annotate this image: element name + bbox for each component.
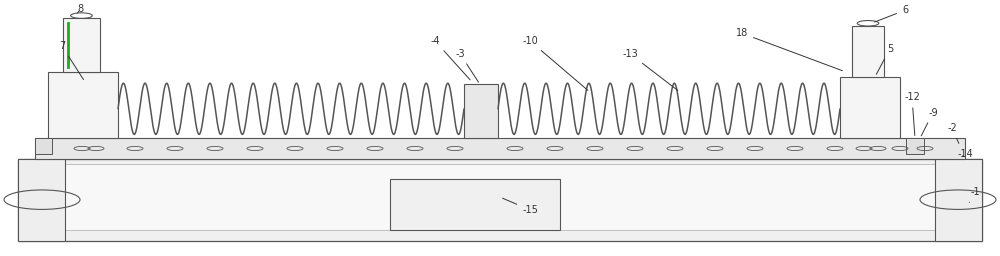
Text: -12: -12 [904,92,920,135]
Bar [464,84,498,138]
Text: -2: -2 [947,123,959,143]
Bar [18,159,982,241]
Text: -9: -9 [921,108,938,136]
Text: -4: -4 [430,36,470,80]
Bar [935,159,982,241]
Bar [906,138,924,154]
Bar [63,18,100,72]
Bar [35,138,52,154]
Text: -14: -14 [957,148,973,159]
Text: 5: 5 [876,44,893,74]
Bar [18,159,65,241]
Bar [48,72,118,138]
Text: -1: -1 [969,187,980,202]
Text: 6: 6 [875,5,908,22]
Bar [21,164,979,230]
Bar [35,138,965,159]
Text: -15: -15 [503,198,538,215]
Bar [840,77,900,138]
Bar [852,26,884,77]
Text: 18: 18 [736,28,842,71]
Bar [390,179,560,230]
Text: -10: -10 [522,36,588,90]
Text: -13: -13 [622,49,678,90]
Text: -3: -3 [455,49,478,82]
Text: 8: 8 [77,4,83,14]
Text: 7: 7 [59,41,83,80]
